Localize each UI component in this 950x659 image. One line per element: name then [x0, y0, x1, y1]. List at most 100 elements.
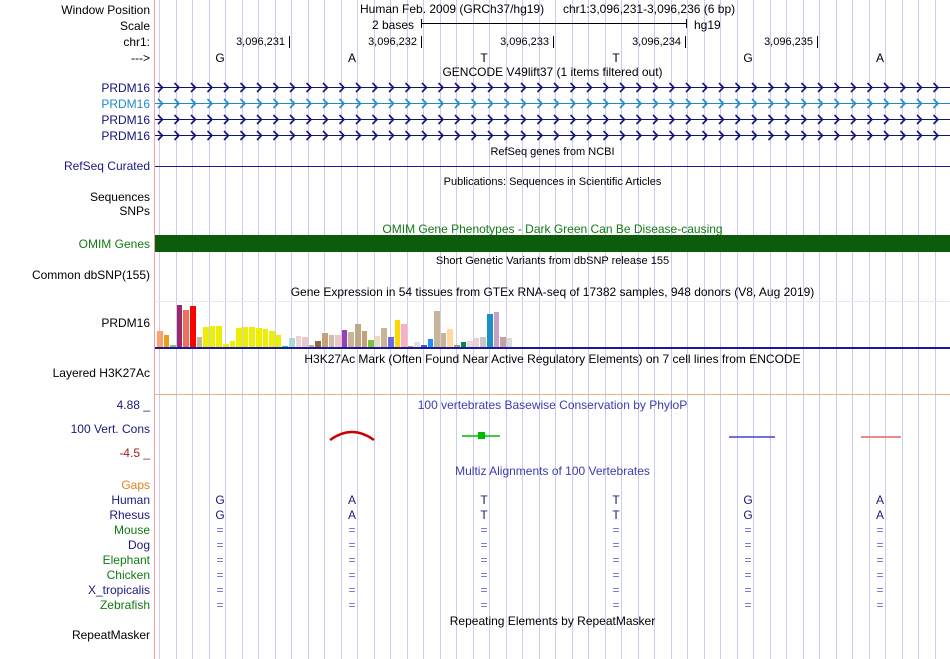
- gtex-bar[interactable]: [407, 346, 414, 347]
- gtex-bar[interactable]: [361, 331, 368, 347]
- gtex-bar[interactable]: [421, 345, 427, 347]
- refseq-title[interactable]: RefSeq genes from NCBI: [490, 146, 615, 158]
- label-species-rhesus[interactable]: Rhesus: [109, 508, 150, 522]
- conservation-wiggle[interactable]: [155, 400, 950, 460]
- omim-gene-block[interactable]: [155, 235, 950, 252]
- gtex-bar[interactable]: [487, 314, 493, 347]
- species-alignment-row[interactable]: = = = = = =: [155, 523, 950, 538]
- label-species-x_tropicalis[interactable]: X_tropicalis: [87, 583, 150, 597]
- position-text[interactable]: chr1:3,096,231-3,096,236 (6 bp): [563, 2, 736, 16]
- gtex-bar[interactable]: [275, 335, 282, 347]
- label-species-zebrafish[interactable]: Zebrafish: [99, 598, 150, 612]
- gtex-bar[interactable]: [256, 328, 262, 347]
- gtex-bar[interactable]: [335, 335, 341, 347]
- gtex-bar[interactable]: [295, 336, 302, 347]
- gtex-bar[interactable]: [176, 305, 183, 347]
- gtex-bar[interactable]: [480, 337, 486, 347]
- gtex-bar[interactable]: [196, 337, 203, 347]
- gtex-bar[interactable]: [493, 312, 500, 347]
- gtex-bar[interactable]: [183, 310, 189, 347]
- gtex-bar[interactable]: [249, 327, 255, 347]
- label-common-dbsnp[interactable]: Common dbSNP(155): [31, 268, 150, 282]
- gencode-transcript-row[interactable]: [155, 81, 950, 94]
- dbsnp-title[interactable]: Short Genetic Variants from dbSNP releas…: [435, 255, 670, 267]
- phylop-title[interactable]: 100 vertebrates Basewise Conservation by…: [417, 398, 688, 412]
- gencode-transcript-row[interactable]: [155, 113, 950, 126]
- gencode-transcript-row[interactable]: [155, 129, 950, 142]
- gtex-bar[interactable]: [262, 329, 269, 347]
- gtex-bar[interactable]: [467, 341, 473, 347]
- label-gencode-prdm16[interactable]: PRDM16: [101, 81, 150, 95]
- gtex-bar[interactable]: [427, 339, 434, 347]
- label-species-mouse[interactable]: Mouse: [113, 523, 150, 537]
- gtex-bar[interactable]: [229, 341, 236, 347]
- gtex-bar[interactable]: [216, 326, 222, 347]
- label-repeatmasker[interactable]: RepeatMasker: [71, 628, 150, 642]
- refseq-feature-line[interactable]: [155, 166, 950, 167]
- gtex-bar[interactable]: [388, 337, 394, 347]
- gtex-bar[interactable]: [157, 331, 163, 347]
- gtex-bar[interactable]: [302, 337, 308, 347]
- gencode-transcript-row[interactable]: [155, 97, 950, 110]
- gtex-bar[interactable]: [460, 342, 467, 347]
- gtex-bar[interactable]: [381, 328, 387, 347]
- species-alignment-row[interactable]: = = = = = =: [155, 598, 950, 613]
- gtex-bar[interactable]: [506, 338, 513, 347]
- label-refseq-curated[interactable]: RefSeq Curated: [63, 159, 150, 173]
- gtex-expression-chart[interactable]: [155, 301, 950, 349]
- label-species-human[interactable]: Human: [111, 493, 150, 507]
- gtex-bar[interactable]: [236, 328, 242, 347]
- repeatmasker-title[interactable]: Repeating Elements by RepeatMasker: [449, 614, 656, 628]
- gtex-bar[interactable]: [315, 341, 321, 347]
- label-species-chicken[interactable]: Chicken: [106, 568, 150, 582]
- gtex-bar[interactable]: [394, 320, 401, 347]
- gtex-bar[interactable]: [401, 324, 407, 347]
- gtex-bar[interactable]: [374, 336, 381, 347]
- label-snps[interactable]: SNPs: [119, 204, 150, 218]
- gtex-title[interactable]: Gene Expression in 54 tissues from GTEx …: [290, 285, 815, 299]
- label-species-dog[interactable]: Dog: [127, 538, 150, 552]
- gtex-bar[interactable]: [190, 306, 196, 347]
- gtex-bar[interactable]: [163, 335, 170, 347]
- gtex-bar[interactable]: [434, 311, 440, 347]
- gtex-bar[interactable]: [328, 335, 335, 347]
- gtex-bar[interactable]: [368, 340, 374, 347]
- gtex-bar[interactable]: [454, 345, 460, 347]
- gtex-bar[interactable]: [223, 344, 229, 347]
- gtex-bar[interactable]: [282, 346, 288, 347]
- label-sequences[interactable]: Sequences: [89, 190, 150, 204]
- gtex-bar[interactable]: [209, 326, 216, 347]
- species-alignment-row[interactable]: = = = = = =: [155, 538, 950, 553]
- label-gencode-prdm16[interactable]: PRDM16: [101, 129, 150, 143]
- multiz-title[interactable]: Multiz Alignments of 100 Vertebrates: [455, 464, 650, 478]
- label-omim-genes[interactable]: OMIM Genes: [78, 237, 150, 251]
- gtex-bar[interactable]: [308, 345, 315, 347]
- label-100vert-cons[interactable]: 100 Vert. Cons: [70, 422, 150, 436]
- label-layered-h3k27ac[interactable]: Layered H3K27Ac: [52, 366, 150, 380]
- gtex-bar[interactable]: [242, 327, 249, 347]
- label-gtex-gene[interactable]: PRDM16: [101, 316, 150, 330]
- gtex-bar[interactable]: [473, 338, 480, 347]
- gtex-bar[interactable]: [348, 332, 354, 347]
- species-alignment-row[interactable]: = = = = = =: [155, 553, 950, 568]
- gtex-bar[interactable]: [500, 337, 506, 347]
- gtex-bar[interactable]: [170, 345, 176, 347]
- gtex-bar[interactable]: [341, 330, 348, 347]
- gtex-bar[interactable]: [440, 333, 447, 347]
- gencode-title[interactable]: GENCODE V49lift37 (1 items filtered out): [442, 65, 663, 79]
- gtex-bar[interactable]: [447, 329, 453, 347]
- label-gaps[interactable]: Gaps: [121, 478, 150, 492]
- gtex-bar[interactable]: [289, 338, 295, 347]
- publications-title[interactable]: Publications: Sequences in Scientific Ar…: [443, 176, 662, 188]
- label-gencode-prdm16[interactable]: PRDM16: [101, 97, 150, 111]
- species-alignment-row[interactable]: = = = = = =: [155, 583, 950, 598]
- species-alignment-row[interactable]: = = = = = =: [155, 568, 950, 583]
- label-gencode-prdm16[interactable]: PRDM16: [101, 113, 150, 127]
- h3k27ac-title[interactable]: H3K27Ac Mark (Often Found Near Active Re…: [304, 352, 801, 366]
- gtex-bar[interactable]: [355, 324, 361, 347]
- gtex-bar[interactable]: [322, 333, 328, 347]
- label-species-elephant[interactable]: Elephant: [102, 553, 150, 567]
